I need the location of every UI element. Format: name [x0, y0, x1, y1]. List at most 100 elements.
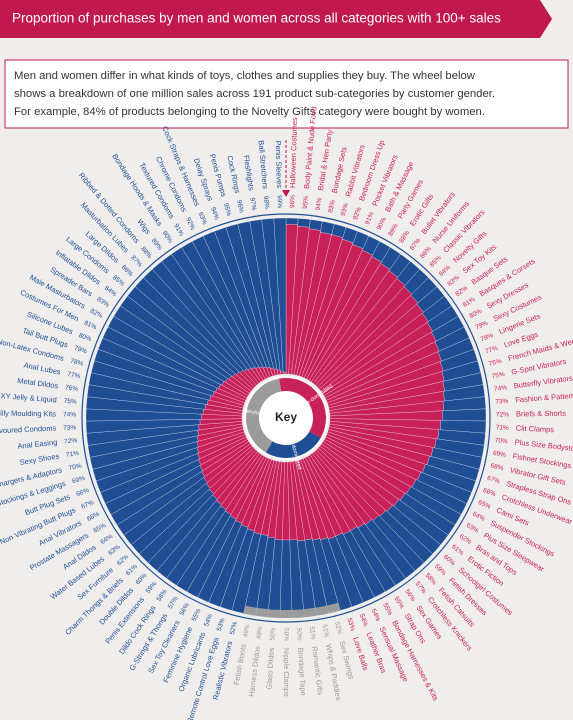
value-label: 85%	[429, 254, 443, 268]
value-label: 53%	[216, 617, 227, 632]
value-label: 88%	[398, 229, 411, 244]
value-label: 86%	[120, 264, 134, 278]
value-label: 64%	[471, 511, 486, 523]
group-band	[303, 607, 317, 618]
value-label: 93%	[327, 199, 337, 213]
outer-ring	[81, 213, 491, 623]
category-label: Butterfly Vibrators	[513, 373, 573, 390]
value-label: 51%	[308, 626, 317, 640]
description-box	[4, 59, 569, 129]
value-label: 69%	[71, 475, 86, 485]
group-band	[291, 609, 305, 618]
value-label: 50%	[282, 628, 289, 641]
value-label: 60%	[135, 572, 149, 587]
value-label: 57%	[414, 580, 428, 595]
value-label: 92%	[184, 216, 196, 231]
category-label: Ball Stretchers	[257, 140, 270, 190]
value-label: 51%	[321, 624, 330, 638]
value-label: 90%	[161, 230, 174, 245]
value-label: 76%	[488, 358, 503, 368]
value-label: 85%	[111, 274, 126, 288]
header-notch	[540, 0, 573, 38]
value-label: 65%	[92, 522, 107, 535]
value-label: 75%	[63, 398, 77, 406]
value-label: 68%	[75, 487, 90, 498]
value-label: 84%	[103, 285, 118, 298]
value-label: 90%	[376, 216, 388, 231]
description-line: Men and women differ in what kinds of to…	[14, 70, 476, 82]
value-label: 48%	[242, 624, 251, 638]
category-label: Nipple Clamps	[282, 648, 291, 697]
value-label: 89%	[150, 237, 164, 252]
value-label: 87%	[129, 254, 143, 268]
category-label: Glass Dildos	[264, 647, 276, 690]
value-label: 67%	[80, 499, 95, 511]
group-band	[279, 609, 293, 619]
category-label: Romantic Gifts	[310, 646, 325, 696]
category-label: XY Jelly & Liquid	[0, 391, 57, 404]
value-label: 71%	[496, 424, 510, 432]
value-label: 58%	[424, 572, 438, 587]
value-label: 66%	[86, 511, 101, 523]
key-title: Key	[275, 410, 297, 424]
value-label: 91%	[364, 211, 376, 226]
value-label: 83%	[96, 296, 111, 309]
value-label: 94%	[209, 206, 220, 221]
value-label: 91%	[172, 223, 185, 238]
chart-title: Proportion of purchases by men and women…	[12, 11, 501, 26]
value-label: 93%	[340, 202, 350, 217]
category-label: Metal Dildos	[17, 376, 59, 391]
value-label: 76%	[65, 384, 79, 393]
value-label: 61%	[450, 543, 465, 557]
value-label: 78%	[69, 358, 84, 368]
value-label: 65%	[477, 499, 492, 511]
value-label: 53%	[346, 617, 357, 632]
category-label: Briefs & Shorts	[516, 409, 566, 419]
value-label: 60%	[442, 553, 457, 567]
group-band	[243, 605, 257, 616]
description-line: shows a breakdown of one million sales a…	[14, 88, 495, 100]
category-label: Fashion & Patterned	[515, 390, 573, 404]
value-label: 87%	[409, 237, 423, 252]
value-label: 62%	[116, 553, 131, 567]
value-label: 63%	[107, 543, 122, 557]
value-label: 62%	[458, 533, 473, 546]
value-label: 64%	[99, 533, 114, 546]
value-label: 96%	[235, 199, 245, 213]
category-label: Anal Lubes	[23, 360, 62, 376]
value-label: 84%	[438, 264, 452, 278]
value-label: 55%	[191, 608, 203, 623]
category-label: Anal Easing	[17, 438, 58, 451]
value-label: 78%	[480, 332, 495, 343]
value-label: 89%	[387, 222, 400, 237]
value-label: 82%	[89, 308, 104, 321]
value-label: 72%	[64, 437, 78, 445]
value-label: 75%	[491, 371, 505, 380]
value-label: 74%	[63, 411, 76, 418]
value-label: 66%	[482, 487, 497, 498]
value-label: 72%	[496, 411, 509, 418]
value-label: 63%	[465, 522, 480, 535]
value-label: 99%	[275, 195, 282, 208]
value-label: 79%	[73, 345, 88, 356]
value-label: 61%	[125, 563, 139, 577]
legend-label: Neutral	[244, 408, 263, 417]
group-band	[267, 609, 281, 618]
value-label: 54%	[203, 613, 214, 628]
value-label: 58%	[156, 588, 169, 603]
category-label: Clit Clamps	[516, 424, 555, 435]
value-label: 49%	[256, 626, 265, 640]
value-label: 56%	[403, 588, 416, 603]
value-label: 83%	[446, 274, 461, 288]
category-label: Penis Sleeves	[274, 140, 284, 188]
value-label: 96%	[289, 195, 296, 208]
category-label: Bondage Tape	[296, 647, 308, 696]
value-label: 71%	[66, 450, 80, 459]
value-label: 70%	[68, 462, 82, 472]
value-label: 81%	[462, 296, 477, 309]
value-label: 95%	[302, 195, 310, 209]
value-label: 73%	[495, 398, 509, 406]
